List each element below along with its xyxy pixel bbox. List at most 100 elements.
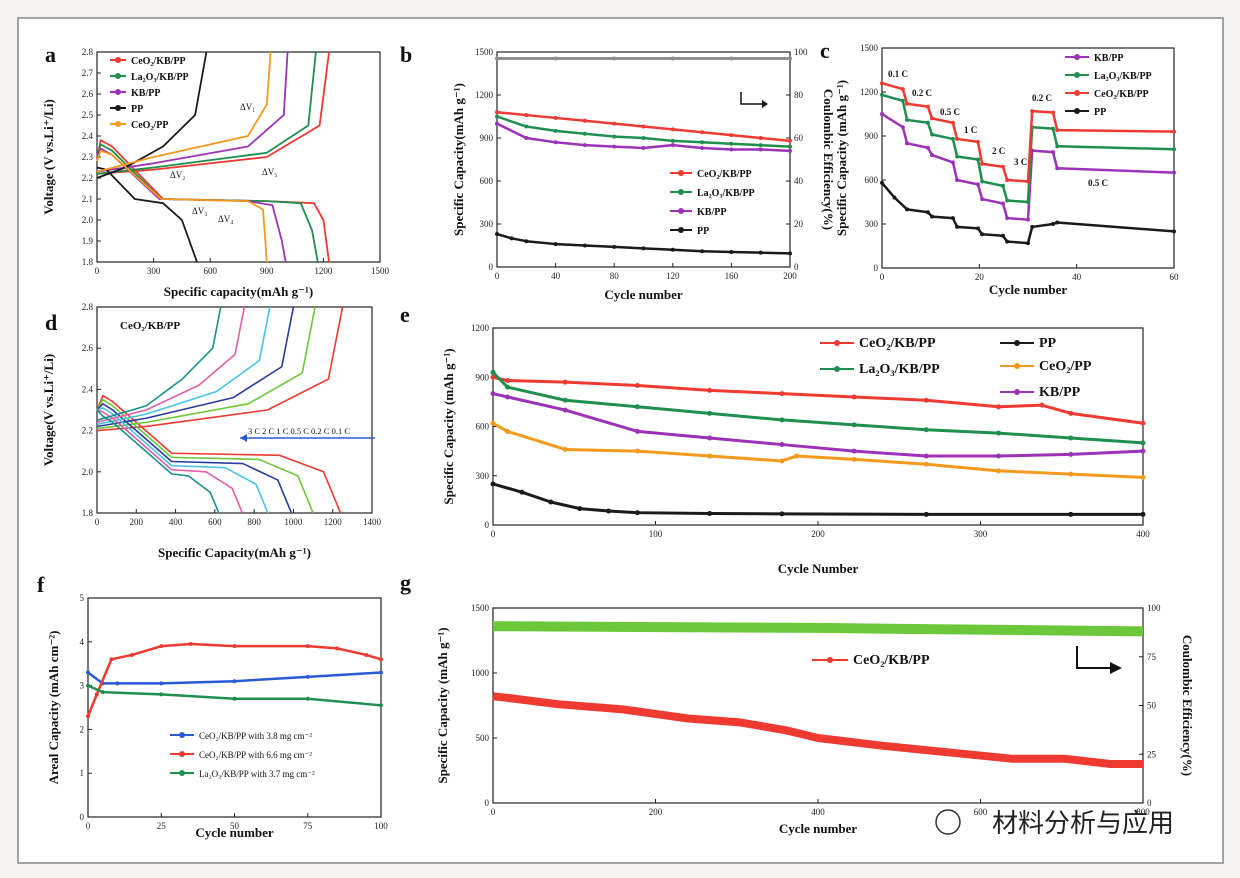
data-point bbox=[923, 397, 929, 403]
y-tick-label: 1.9 bbox=[82, 236, 94, 246]
data-point bbox=[930, 214, 935, 219]
legend-label: CeO₂/KB/PP bbox=[131, 56, 186, 67]
legend-label: KB/PP bbox=[1094, 53, 1123, 64]
charge-curve bbox=[96, 306, 246, 424]
x-tick-label: 0 bbox=[95, 517, 100, 527]
x-axis-label: Specific Capacity(mAh g⁻¹) bbox=[158, 545, 311, 560]
data-point bbox=[1005, 239, 1010, 244]
data-point bbox=[188, 641, 193, 646]
data-point bbox=[232, 644, 237, 649]
arrow-head-icon bbox=[240, 434, 247, 442]
x-tick-label: 1400 bbox=[363, 517, 382, 527]
y2-tick-label: 0 bbox=[794, 262, 799, 272]
y2-tick-label: 0 bbox=[1147, 798, 1152, 808]
data-point bbox=[905, 101, 910, 106]
data-point bbox=[1172, 229, 1176, 234]
legend-label: KB/PP bbox=[1039, 385, 1081, 400]
data-point bbox=[925, 145, 930, 150]
delta-v-annotation: ΔV₅ bbox=[262, 167, 277, 177]
data-point bbox=[641, 124, 646, 129]
data-point bbox=[379, 703, 383, 708]
y-tick-label: 900 bbox=[480, 133, 494, 143]
y-tick-label: 2.1 bbox=[82, 194, 93, 204]
data-point bbox=[1172, 147, 1176, 152]
data-point bbox=[925, 120, 930, 125]
y-tick-label: 2.6 bbox=[82, 89, 94, 99]
series-line bbox=[87, 684, 382, 707]
panel-label: c bbox=[820, 38, 830, 63]
data-point bbox=[641, 246, 646, 251]
data-point bbox=[900, 125, 905, 130]
x-tick-label: 200 bbox=[811, 529, 825, 539]
charge-curve bbox=[96, 306, 295, 428]
x-axis-label: Cycle number bbox=[989, 282, 1068, 297]
data-point bbox=[612, 244, 617, 249]
x-tick-label: 80 bbox=[610, 271, 620, 281]
y2-tick-label: 25 bbox=[1147, 749, 1157, 759]
data-point bbox=[606, 508, 612, 514]
data-point bbox=[509, 236, 514, 241]
data-point bbox=[504, 384, 510, 390]
data-point bbox=[955, 224, 960, 229]
x-tick-label: 400 bbox=[169, 517, 183, 527]
y-tick-label: 0 bbox=[489, 262, 494, 272]
data-point bbox=[996, 453, 1002, 459]
data-point bbox=[707, 511, 713, 517]
y-tick-label: 2.8 bbox=[82, 302, 94, 312]
data-point bbox=[707, 435, 713, 441]
data-point bbox=[109, 657, 114, 662]
y-tick-label: 300 bbox=[480, 219, 494, 229]
x-tick-label: 0 bbox=[495, 271, 500, 281]
data-point bbox=[379, 670, 383, 675]
data-point bbox=[562, 446, 568, 452]
y-tick-label: 1200 bbox=[475, 90, 494, 100]
delta-v-annotation: ΔV₃ bbox=[192, 206, 207, 216]
y-tick-label: 1200 bbox=[860, 87, 879, 97]
data-point bbox=[159, 692, 164, 697]
data-point bbox=[634, 448, 640, 454]
data-point bbox=[700, 130, 705, 135]
y2-tick-label: 80 bbox=[794, 90, 804, 100]
arrow-head-icon bbox=[762, 100, 768, 108]
data-point bbox=[1140, 474, 1146, 480]
x-tick-label: 1500 bbox=[371, 266, 390, 276]
data-point bbox=[524, 239, 529, 244]
x-tick-label: 200 bbox=[649, 807, 663, 817]
x-tick-label: 400 bbox=[1136, 529, 1150, 539]
data-point bbox=[788, 251, 792, 256]
discharge-curve bbox=[96, 403, 293, 514]
data-point bbox=[364, 652, 369, 657]
arrow-head-icon bbox=[1110, 662, 1122, 674]
delta-v-annotation: ΔV₂ bbox=[170, 170, 185, 180]
data-point bbox=[553, 115, 558, 120]
y-tick-label: 0 bbox=[874, 263, 879, 273]
x-tick-label: 20 bbox=[975, 272, 985, 282]
y2-tick-label: 40 bbox=[794, 176, 804, 186]
data-point bbox=[582, 243, 587, 248]
legend-marker bbox=[115, 121, 121, 127]
data-point bbox=[86, 714, 90, 719]
data-point bbox=[495, 110, 499, 115]
y-tick-label: 600 bbox=[865, 175, 879, 185]
data-point bbox=[950, 136, 955, 141]
x-tick-label: 25 bbox=[157, 821, 167, 831]
legend-marker bbox=[827, 657, 833, 663]
legend-label: CeO₂/PP bbox=[131, 120, 168, 131]
rate-label: 2 C bbox=[992, 146, 1005, 156]
discharge-curve bbox=[96, 398, 314, 514]
x-tick-label: 0 bbox=[491, 807, 496, 817]
data-point bbox=[779, 511, 785, 517]
data-point bbox=[880, 180, 884, 185]
data-point bbox=[670, 143, 675, 148]
data-point bbox=[851, 394, 857, 400]
legend-marker bbox=[678, 189, 684, 195]
data-point bbox=[758, 250, 763, 255]
x-tick-label: 120 bbox=[666, 271, 680, 281]
data-point bbox=[779, 391, 785, 397]
legend-label: PP bbox=[697, 226, 709, 237]
legend-label: KB/PP bbox=[131, 88, 160, 99]
x-tick-label: 600 bbox=[203, 266, 217, 276]
series-line bbox=[881, 81, 1175, 183]
legend-marker bbox=[115, 57, 121, 63]
